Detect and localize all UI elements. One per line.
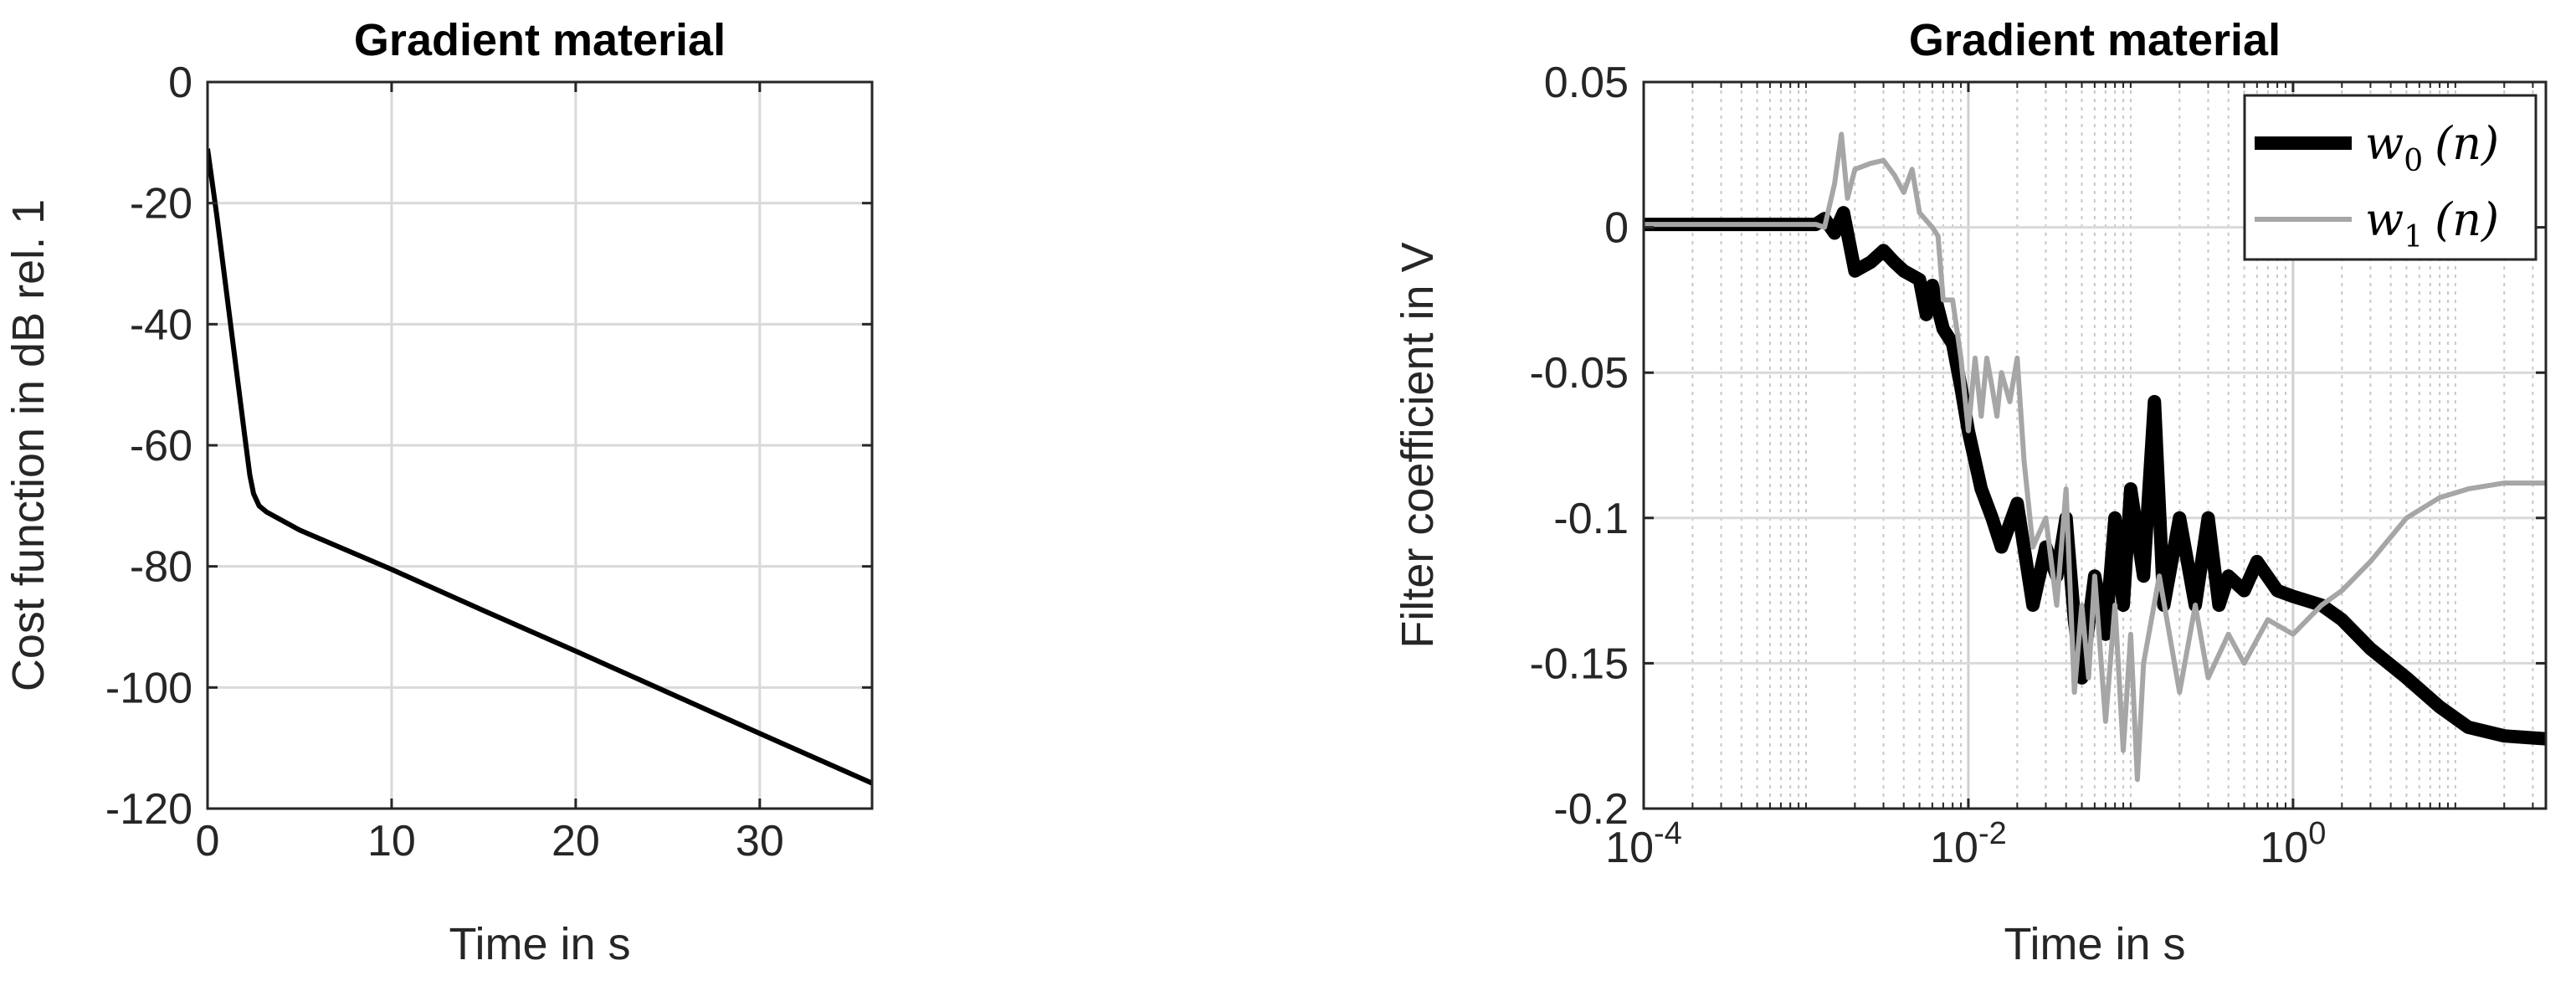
left-tick-labels: 0 10 20 30 0 -20 -40 -60 -80 -100 -120 (105, 59, 784, 865)
legend-w1-main: w (2365, 193, 2404, 246)
left-x-axis-label: Time in s (449, 919, 630, 969)
left-series-lines (208, 148, 874, 786)
right-series-lines (1644, 131, 2546, 783)
left-y-tick-label: -20 (130, 180, 192, 229)
right-x-axis-label: Time in s (2004, 919, 2185, 969)
legend-label-w0: w0 (n) (2365, 117, 2499, 178)
right-x-tick-label: 10-2 (1930, 816, 2007, 872)
left-x-tick-label: 30 (736, 817, 784, 865)
legend-w1-rest: (n) (2435, 193, 2499, 246)
legend-label-w1: w1 (n) (2365, 193, 2499, 254)
legend-w0-sub: 0 (2404, 144, 2423, 178)
right-y-tick-label: -0.2 (1553, 785, 1629, 834)
left-chart-title: Gradient material (354, 15, 726, 65)
left-ticks (206, 80, 872, 810)
left-y-tick-label: -120 (105, 785, 192, 834)
left-x-tick-label: 0 (196, 817, 220, 865)
right-y-tick-label: -0.15 (1529, 639, 1629, 688)
right-y-tick-label: 0 (1604, 204, 1629, 253)
right-y-tick-label: -0.1 (1553, 495, 1629, 543)
right-x-tick-label: 100 (2260, 816, 2326, 872)
right-y-axis-label: Filter coefficient in V (1393, 242, 1443, 648)
legend-w0-main: w (2365, 117, 2404, 170)
left-y-tick-label: -60 (130, 422, 192, 470)
left-y-tick-label: -40 (130, 300, 192, 349)
left-y-tick-label: -100 (105, 664, 192, 712)
right-tick-labels: 10-4 10-2 100 0.05 0 -0.05 -0.1 -0.15 -0.2 (1529, 59, 2326, 872)
legend-w0-rest: (n) (2435, 117, 2499, 170)
right-series-line-1 (1644, 131, 2546, 783)
left-grid (208, 82, 872, 809)
left-chart-panel: 0 10 20 30 0 -20 -40 -60 -80 -100 -120 Gradient ma… (3, 15, 874, 969)
left-y-tick-label: -80 (130, 543, 192, 592)
left-x-tick-label: 10 (367, 817, 416, 865)
legend-w1-sub: 1 (2404, 220, 2423, 254)
right-ticks (1642, 80, 2546, 810)
left-y-axis-label: Cost function in dB rel. 1 (3, 199, 54, 691)
right-chart-title: Gradient material (1909, 15, 2281, 65)
left-x-tick-label: 20 (552, 817, 600, 865)
right-x-tick-label: 10-4 (1605, 816, 1682, 872)
right-chart-panel: 10-4 10-2 100 0.05 0 -0.05 -0.1 -0.15 -0.2 Gradi… (1393, 15, 2548, 969)
right-y-tick-label: 0.05 (1544, 59, 1629, 107)
legend-box (2243, 94, 2538, 261)
left-series-line-0 (208, 148, 874, 786)
right-y-tick-label: -0.05 (1529, 349, 1629, 398)
right-legend: w0 (n) w1 (n) (2243, 94, 2538, 261)
left-y-tick-label: 0 (168, 59, 192, 107)
